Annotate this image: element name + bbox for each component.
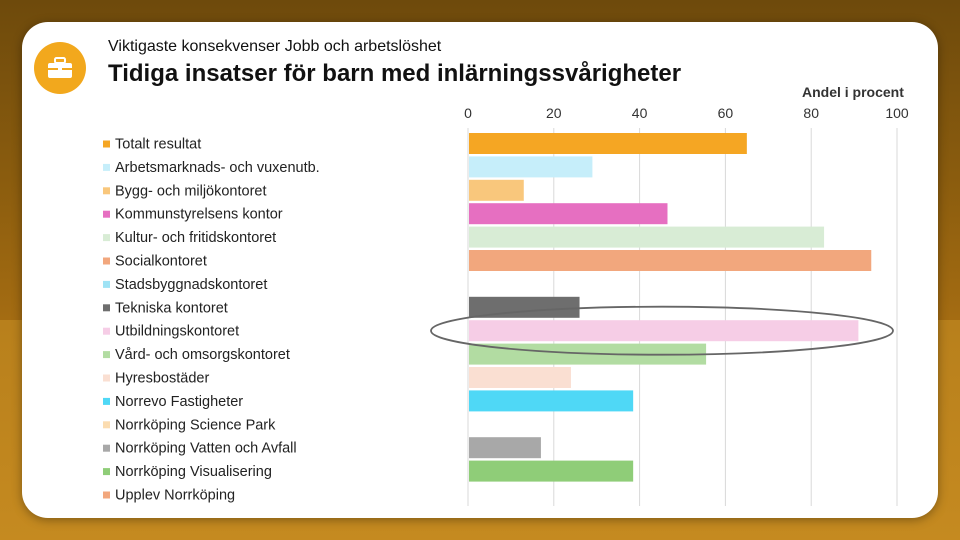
legend-label-14: Norrköping Visualisering [115, 464, 272, 480]
tick-label-60: 60 [718, 105, 734, 121]
unit-label: Andel i procent [802, 84, 904, 100]
legend-label-6: Stadsbyggnadskontoret [115, 277, 267, 293]
tick-label-80: 80 [803, 105, 819, 121]
legend-label-10: Hyresbostäder [115, 371, 209, 387]
legend-label-2: Bygg- och miljökontoret [115, 183, 267, 199]
tick-label-0: 0 [464, 105, 472, 121]
legend-swatch-2 [103, 187, 110, 195]
legend-label-7: Tekniska kontoret [115, 300, 228, 316]
legend-swatch-1 [103, 163, 110, 171]
page-title: Tidiga insatser för barn med inlärningss… [108, 60, 682, 87]
bar-1 [469, 156, 593, 178]
legend-swatch-4 [103, 234, 110, 242]
tick-label-100: 100 [885, 105, 909, 121]
slide-kicker: Viktigaste konsekvenser Jobb och arbetsl… [108, 38, 442, 55]
bar-3 [469, 203, 668, 225]
legend-label-15: Upplev Norrköping [115, 488, 235, 504]
bar-10 [469, 367, 571, 388]
bar-8 [469, 320, 859, 342]
bar-11 [469, 390, 634, 412]
legend-swatch-14 [103, 468, 110, 476]
bar-0 [469, 133, 747, 154]
legend-label-9: Vård- och omsorgskontoret [115, 347, 290, 363]
bar-2 [469, 179, 524, 201]
legend-label-11: Norrevo Fastigheter [115, 394, 243, 410]
tick-label-40: 40 [632, 105, 648, 121]
legend-swatch-8 [103, 327, 110, 335]
legend-label-4: Kultur- och fritidskontoret [115, 230, 276, 246]
legend-swatch-9 [103, 351, 110, 359]
bar-5 [469, 250, 872, 271]
legend-swatch-5 [103, 257, 110, 265]
legend-swatch-0 [103, 140, 110, 148]
bar-13 [469, 437, 541, 459]
briefcase-icon [34, 42, 86, 94]
legend-label-12: Norrköping Science Park [115, 417, 276, 433]
legend-swatch-7 [103, 304, 110, 312]
bar-14 [469, 460, 634, 482]
legend-label-3: Kommunstyrelsens kontor [115, 207, 283, 223]
legend-swatch-13 [103, 444, 110, 452]
legend-swatch-12 [103, 421, 110, 429]
bar-4 [469, 226, 825, 248]
legend-label-8: Utbildningskontoret [115, 324, 239, 340]
highlight-ellipse [430, 305, 894, 356]
legend-swatch-15 [103, 491, 110, 499]
legend-label-5: Socialkontoret [115, 254, 207, 270]
legend-swatch-6 [103, 280, 110, 288]
legend-swatch-3 [103, 210, 110, 218]
legend-label-0: Totalt resultat [115, 137, 201, 153]
legend-label-13: Norrköping Vatten och Avfall [115, 441, 297, 457]
legend-swatch-10 [103, 374, 110, 382]
legend-swatch-11 [103, 397, 110, 405]
bar-7 [469, 296, 580, 318]
tick-label-20: 20 [546, 105, 562, 121]
legend-label-1: Arbetsmarknads- och vuxenutb. [115, 160, 320, 176]
